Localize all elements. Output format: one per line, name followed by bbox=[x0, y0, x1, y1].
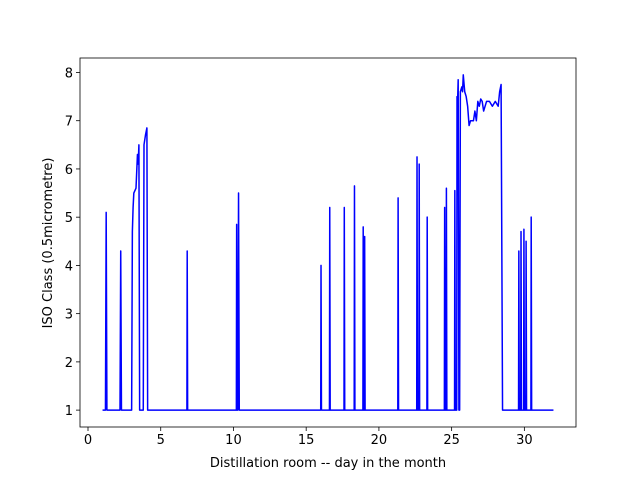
y-tick-label: 7 bbox=[65, 115, 73, 130]
y-tick-label: 8 bbox=[65, 66, 73, 81]
y-tick-label: 6 bbox=[65, 163, 73, 178]
x-tick-label: 0 bbox=[84, 433, 92, 448]
plot-frame bbox=[79, 57, 577, 428]
x-tick-label: 30 bbox=[516, 433, 533, 448]
x-tick-label: 20 bbox=[371, 433, 388, 448]
x-tick-label: 5 bbox=[157, 433, 165, 448]
y-axis-label: ISO Class (0.5micrometre) bbox=[41, 158, 56, 329]
y-tick-label: 5 bbox=[65, 211, 73, 226]
x-tick-label: 10 bbox=[225, 433, 242, 448]
x-tick-label: 15 bbox=[298, 433, 315, 448]
y-tick-label: 3 bbox=[65, 308, 73, 323]
y-tick-label: 4 bbox=[65, 259, 73, 274]
x-axis-label: Distillation room -- day in the month bbox=[210, 456, 446, 471]
data-line bbox=[102, 74, 554, 411]
y-tick-label: 2 bbox=[65, 356, 73, 371]
x-tick-label: 25 bbox=[443, 433, 460, 448]
y-tick-label: 1 bbox=[65, 404, 73, 419]
